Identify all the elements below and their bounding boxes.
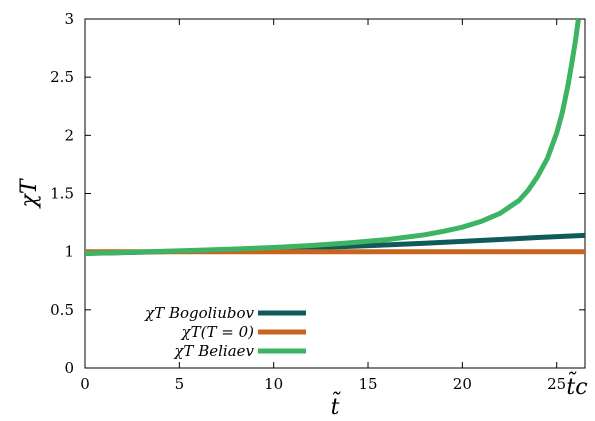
x-tick-label: 15 bbox=[358, 375, 377, 393]
series-lines bbox=[85, 19, 585, 256]
x-tick-label: 5 bbox=[175, 375, 185, 393]
x-axis-label: t̃ bbox=[331, 390, 342, 420]
legend-label-0: χT Bogoliubov bbox=[144, 304, 254, 322]
axes: 0 5 10 15 20 25 t̃c 0 0.5 1 1.5 2 2.5 3 bbox=[50, 10, 587, 400]
x-tick-label: 25 bbox=[547, 375, 566, 393]
y-tick-label: 2.5 bbox=[50, 68, 74, 86]
y-tick-label: 0.5 bbox=[50, 301, 74, 319]
x-tick-label: 0 bbox=[80, 375, 90, 393]
y-tick-label: 1.5 bbox=[50, 185, 74, 203]
y-tick-label: 3 bbox=[64, 10, 74, 28]
y-tick-label: 2 bbox=[64, 126, 74, 144]
y-axis-label: χT bbox=[17, 177, 42, 209]
legend-label-1: χT(T = 0) bbox=[181, 323, 255, 341]
y-tick-label: 1 bbox=[64, 243, 74, 261]
y-tick-label: 0 bbox=[64, 359, 74, 377]
x-tick-label: 20 bbox=[453, 375, 472, 393]
series-line-2 bbox=[85, 19, 581, 256]
x-tick-label: 10 bbox=[264, 375, 283, 393]
x-tick-label-tc: t̃c bbox=[566, 370, 587, 400]
legend-label-2: χT Beliaev bbox=[173, 342, 254, 360]
